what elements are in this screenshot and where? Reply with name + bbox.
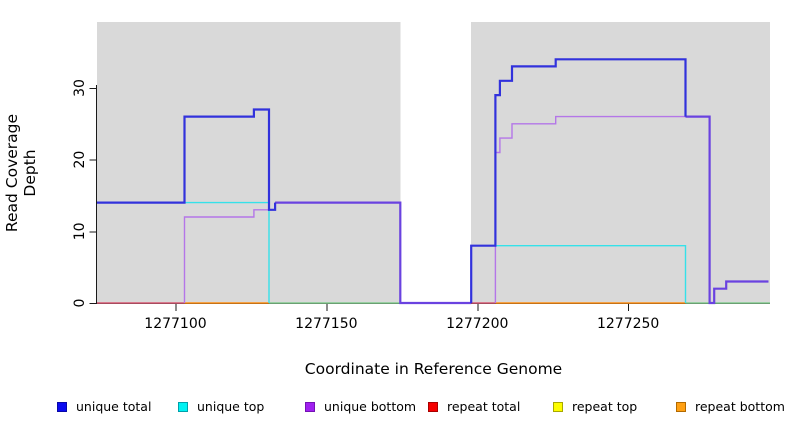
axes: 0 10 20 30 1277100 1277150 1277200 1277250 xyxy=(72,79,770,332)
x-tick-label: 1277150 xyxy=(295,316,357,332)
left-aligned-region xyxy=(97,22,401,303)
y-tick-label: 10 xyxy=(72,222,88,240)
unique-total-right xyxy=(470,58,687,303)
legend: unique total unique top unique bottom repea… xyxy=(0,399,792,419)
y-tick-label: 0 xyxy=(72,299,88,308)
legend-swatch-icon xyxy=(305,402,315,412)
x-tick-label: 1277250 xyxy=(597,316,659,332)
legend-swatch-icon xyxy=(57,402,67,412)
legend-label: repeat bottom xyxy=(695,399,785,414)
unique-top-right xyxy=(495,244,687,303)
legend-label: unique top xyxy=(197,399,265,414)
x-tick-label: 1277200 xyxy=(446,316,508,332)
x-axis-title: Coordinate in Reference Genome xyxy=(304,360,563,378)
x-tick-label: 1277100 xyxy=(144,316,206,332)
panel-backgrounds xyxy=(97,22,770,303)
legend-label: unique total xyxy=(76,399,152,414)
y-tick-label: 30 xyxy=(72,79,88,97)
y-tick-label: 20 xyxy=(72,151,88,169)
legend-label: unique bottom xyxy=(324,399,417,414)
overlap-right xyxy=(685,115,769,305)
unique-total-left xyxy=(97,108,277,211)
right-aligned-region xyxy=(471,22,770,303)
coverage-lines xyxy=(97,58,770,305)
legend-swatch-icon xyxy=(428,402,438,412)
legend-swatch-icon xyxy=(178,402,188,412)
y-axis-title: Read Coverage Depth xyxy=(3,113,39,233)
unique-bottom-right xyxy=(494,115,686,303)
legend-label: repeat top xyxy=(572,399,638,414)
overlap-mid xyxy=(275,201,472,305)
legend-label: repeat total xyxy=(447,399,521,414)
legend-swatch-icon xyxy=(676,402,686,412)
legend-swatch-icon xyxy=(553,402,563,412)
